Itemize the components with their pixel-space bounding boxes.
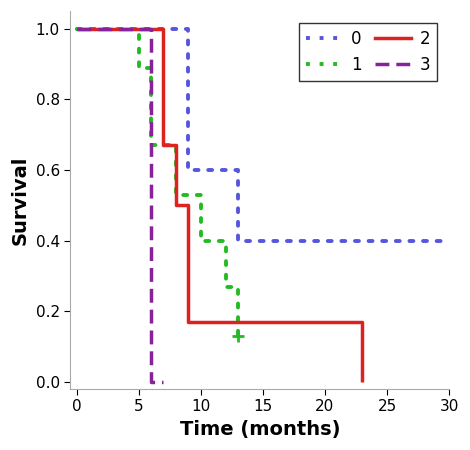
Y-axis label: Survival: Survival [11, 155, 30, 245]
Legend: 0, 1, 2, 3: 0, 1, 2, 3 [299, 23, 437, 81]
X-axis label: Time (months): Time (months) [180, 420, 340, 439]
